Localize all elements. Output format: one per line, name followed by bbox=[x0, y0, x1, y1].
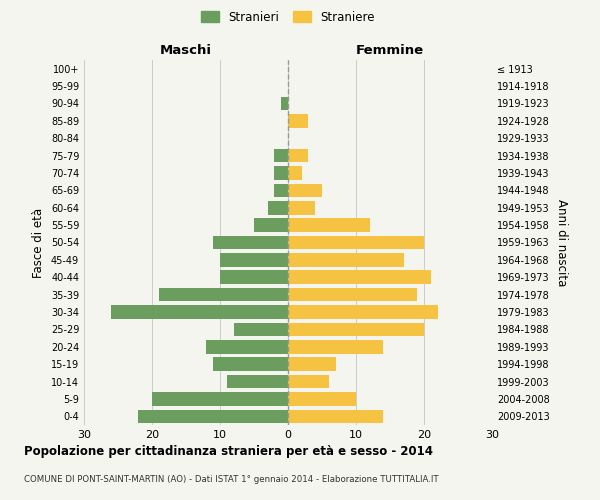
Text: COMUNE DI PONT-SAINT-MARTIN (AO) - Dati ISTAT 1° gennaio 2014 - Elaborazione TUT: COMUNE DI PONT-SAINT-MARTIN (AO) - Dati … bbox=[24, 475, 439, 484]
Bar bbox=[288, 288, 417, 302]
Bar bbox=[288, 149, 308, 162]
Bar bbox=[274, 149, 288, 162]
Legend: Stranieri, Straniere: Stranieri, Straniere bbox=[196, 6, 380, 28]
Bar bbox=[288, 322, 424, 336]
Bar bbox=[288, 410, 383, 423]
Bar bbox=[288, 218, 370, 232]
Text: Femmine: Femmine bbox=[356, 44, 424, 58]
Bar bbox=[288, 392, 356, 406]
Bar bbox=[268, 201, 288, 214]
Bar bbox=[220, 270, 288, 284]
Bar bbox=[213, 358, 288, 371]
Bar bbox=[213, 236, 288, 250]
Bar bbox=[152, 392, 288, 406]
Bar bbox=[281, 96, 288, 110]
Bar bbox=[206, 340, 288, 353]
Bar bbox=[233, 322, 288, 336]
Bar bbox=[288, 305, 437, 319]
Bar bbox=[274, 166, 288, 180]
Text: Popolazione per cittadinanza straniera per età e sesso - 2014: Popolazione per cittadinanza straniera p… bbox=[24, 445, 433, 458]
Bar bbox=[254, 218, 288, 232]
Bar bbox=[288, 184, 322, 197]
Bar bbox=[288, 358, 335, 371]
Bar bbox=[288, 236, 424, 250]
Bar bbox=[274, 184, 288, 197]
Bar bbox=[111, 305, 288, 319]
Bar bbox=[288, 270, 431, 284]
Bar bbox=[288, 166, 302, 180]
Bar bbox=[288, 253, 404, 266]
Bar bbox=[288, 375, 329, 388]
Y-axis label: Anni di nascita: Anni di nascita bbox=[555, 199, 568, 286]
Bar bbox=[159, 288, 288, 302]
Bar bbox=[288, 201, 315, 214]
Bar bbox=[220, 253, 288, 266]
Y-axis label: Fasce di età: Fasce di età bbox=[32, 208, 45, 278]
Bar bbox=[139, 410, 288, 423]
Bar bbox=[288, 340, 383, 353]
Bar bbox=[227, 375, 288, 388]
Bar bbox=[288, 114, 308, 128]
Text: Maschi: Maschi bbox=[160, 44, 212, 58]
